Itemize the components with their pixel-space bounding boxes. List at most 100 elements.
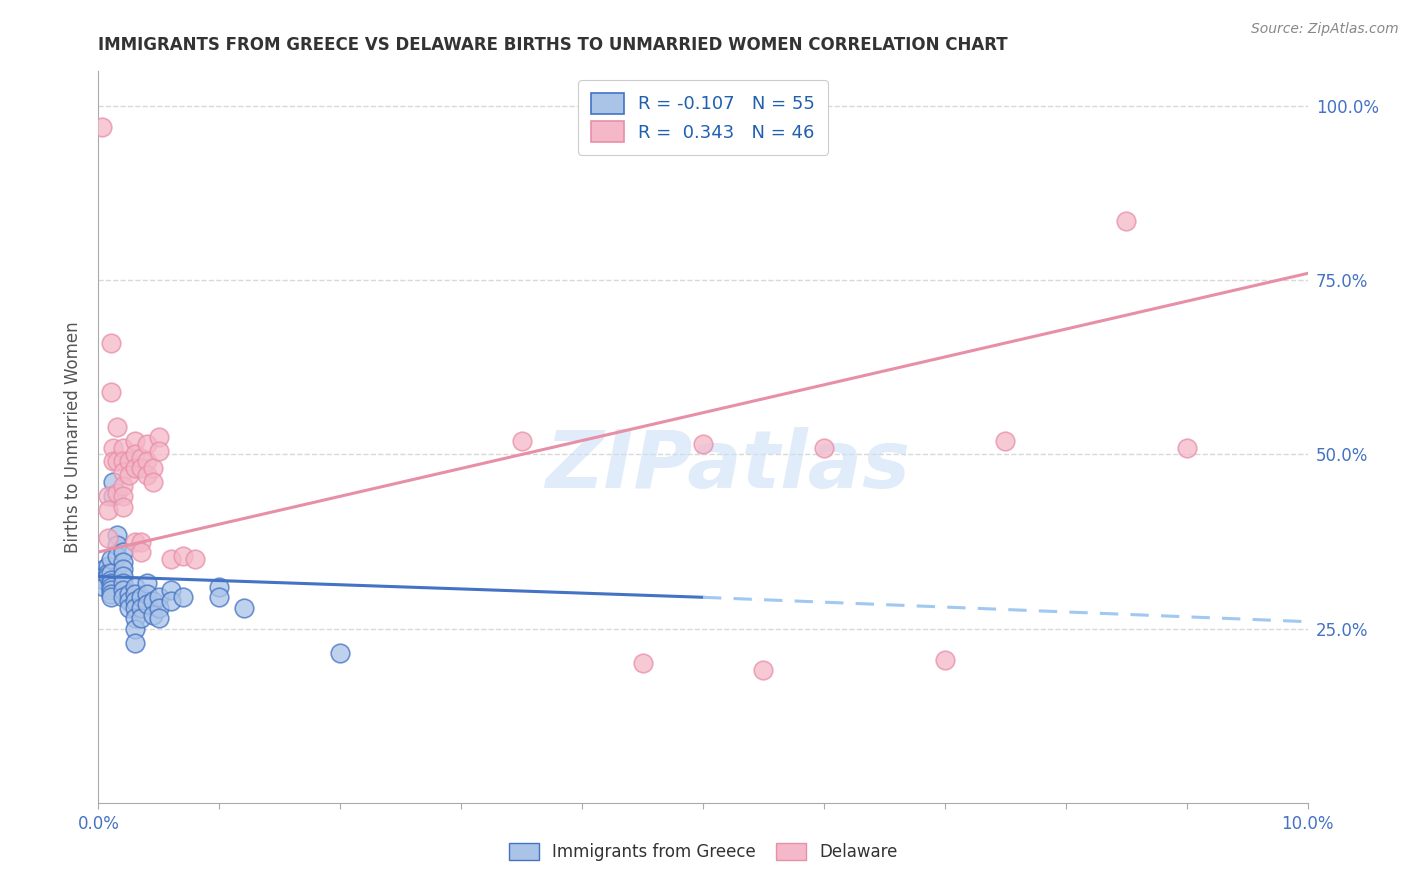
Point <box>93 573 115 587</box>
Point <box>105 454 128 468</box>
Point <box>208 591 231 605</box>
Point <box>160 552 183 566</box>
Point <box>111 576 134 591</box>
Point <box>118 468 141 483</box>
Point <box>100 552 122 566</box>
Point <box>118 454 141 468</box>
Point <box>129 611 152 625</box>
Point <box>124 434 146 448</box>
Y-axis label: Births to Unmarried Women: Births to Unmarried Women <box>63 321 82 553</box>
Point <box>148 600 170 615</box>
Point <box>124 600 146 615</box>
Point <box>135 437 157 451</box>
Point <box>111 479 134 493</box>
Point <box>329 646 352 660</box>
Point <box>124 580 146 594</box>
Point <box>148 430 170 444</box>
Point <box>142 475 165 490</box>
Point <box>118 600 141 615</box>
Point <box>105 538 128 552</box>
Point <box>129 461 152 475</box>
Point <box>124 448 146 462</box>
Point <box>124 534 146 549</box>
Point <box>111 489 134 503</box>
Point <box>129 545 152 559</box>
Point <box>934 653 956 667</box>
Text: Source: ZipAtlas.com: Source: ZipAtlas.com <box>1251 22 1399 37</box>
Point <box>208 580 231 594</box>
Point <box>100 587 122 601</box>
Point <box>118 594 141 608</box>
Point <box>148 591 170 605</box>
Point <box>510 434 533 448</box>
Point <box>142 607 165 622</box>
Point <box>105 485 128 500</box>
Point <box>232 600 254 615</box>
Point <box>111 441 134 455</box>
Point <box>111 569 134 583</box>
Point <box>124 587 146 601</box>
Point <box>100 580 122 594</box>
Point <box>1115 214 1137 228</box>
Legend: Immigrants from Greece, Delaware: Immigrants from Greece, Delaware <box>502 836 904 868</box>
Point <box>100 566 122 580</box>
Point <box>160 594 183 608</box>
Point <box>142 461 165 475</box>
Point <box>111 583 134 598</box>
Point <box>97 531 120 545</box>
Point <box>97 489 120 503</box>
Point <box>111 556 134 570</box>
Point <box>148 444 170 458</box>
Point <box>105 419 128 434</box>
Point <box>124 635 146 649</box>
Point <box>135 597 157 611</box>
Point <box>692 437 714 451</box>
Point <box>142 594 165 608</box>
Point <box>172 549 194 563</box>
Point <box>100 583 122 598</box>
Point <box>105 549 128 563</box>
Point <box>93 580 115 594</box>
Point <box>97 566 120 580</box>
Point <box>129 534 152 549</box>
Point <box>1175 441 1198 455</box>
Point <box>111 465 134 479</box>
Point <box>93 569 115 583</box>
Point <box>124 461 146 475</box>
Point <box>124 594 146 608</box>
Point <box>184 552 207 566</box>
Point <box>97 569 120 583</box>
Point <box>148 611 170 625</box>
Point <box>111 562 134 576</box>
Point <box>129 450 152 465</box>
Point <box>160 583 183 598</box>
Point <box>101 441 124 455</box>
Point <box>101 489 124 503</box>
Point <box>111 500 134 514</box>
Point <box>97 503 120 517</box>
Point <box>135 587 157 601</box>
Point <box>135 454 157 468</box>
Text: IMMIGRANTS FROM GREECE VS DELAWARE BIRTHS TO UNMARRIED WOMEN CORRELATION CHART: IMMIGRANTS FROM GREECE VS DELAWARE BIRTH… <box>98 36 1008 54</box>
Point <box>124 611 146 625</box>
Point <box>91 120 114 134</box>
Point <box>101 475 124 490</box>
Point <box>97 558 120 573</box>
Point <box>111 545 134 559</box>
Point <box>93 562 115 576</box>
Point <box>105 527 128 541</box>
Point <box>100 591 122 605</box>
Point <box>101 454 124 468</box>
Point <box>100 384 122 399</box>
Point <box>631 657 654 671</box>
Point <box>100 576 122 591</box>
Point <box>100 573 122 587</box>
Point <box>111 591 134 605</box>
Point <box>135 576 157 591</box>
Point <box>129 591 152 605</box>
Point <box>752 664 775 678</box>
Point <box>813 441 835 455</box>
Point <box>172 591 194 605</box>
Point <box>100 336 122 351</box>
Text: ZIPatlas: ZIPatlas <box>544 427 910 506</box>
